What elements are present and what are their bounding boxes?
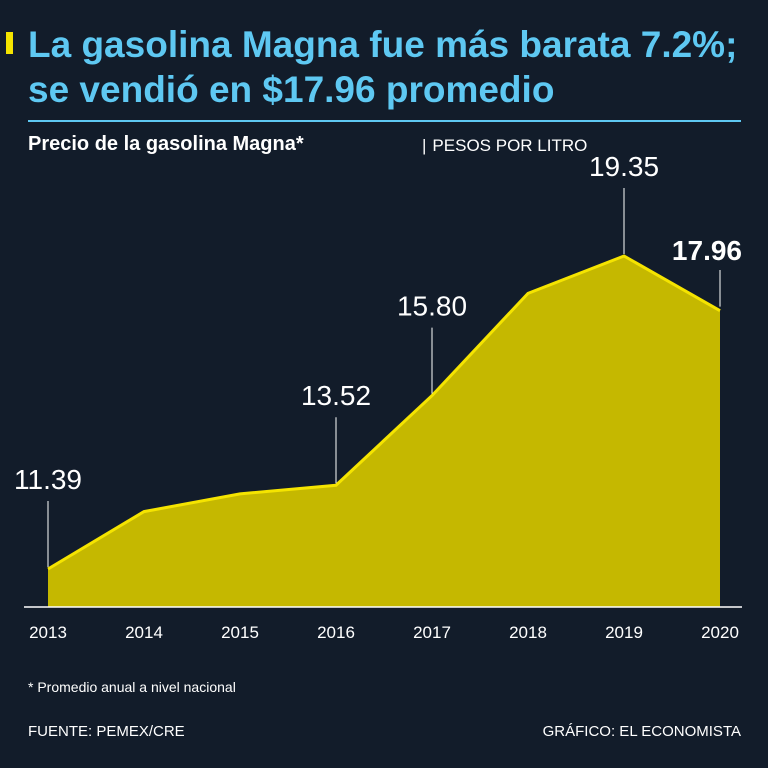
units-label: | PESOS POR LITRO [422,136,587,156]
data-label: 17.96 [672,235,742,266]
x-tick-label: 2013 [29,623,67,642]
data-label: 19.35 [589,151,659,182]
x-tick-label: 2020 [701,623,739,642]
title-divider [28,120,741,122]
chart-subtitle: Precio de la gasolina Magna* [28,133,304,155]
data-label: 13.52 [301,380,371,411]
units-text: PESOS POR LITRO [432,136,588,155]
area-fill [48,256,720,607]
x-tick-label: 2014 [125,623,163,642]
x-tick-label: 2019 [605,623,643,642]
source-credit: FUENTE: PEMEX/CRE [28,723,185,740]
x-tick-label: 2018 [509,623,547,642]
x-tick-label: 2017 [413,623,451,642]
data-label: 15.80 [397,291,467,322]
footnote: * Promedio anual a nivel nacional [28,679,236,695]
data-label: 11.39 [14,464,82,495]
units-separator: | [422,136,427,155]
chart-headline: La gasolina Magna fue más barata 7.2%; s… [28,24,738,110]
x-tick-label: 2015 [221,623,259,642]
x-tick-label: 2016 [317,623,355,642]
graphic-credit: GRÁFICO: EL ECONOMISTA [542,723,741,740]
price-line [47,254,721,571]
title-accent-bar [6,32,13,54]
